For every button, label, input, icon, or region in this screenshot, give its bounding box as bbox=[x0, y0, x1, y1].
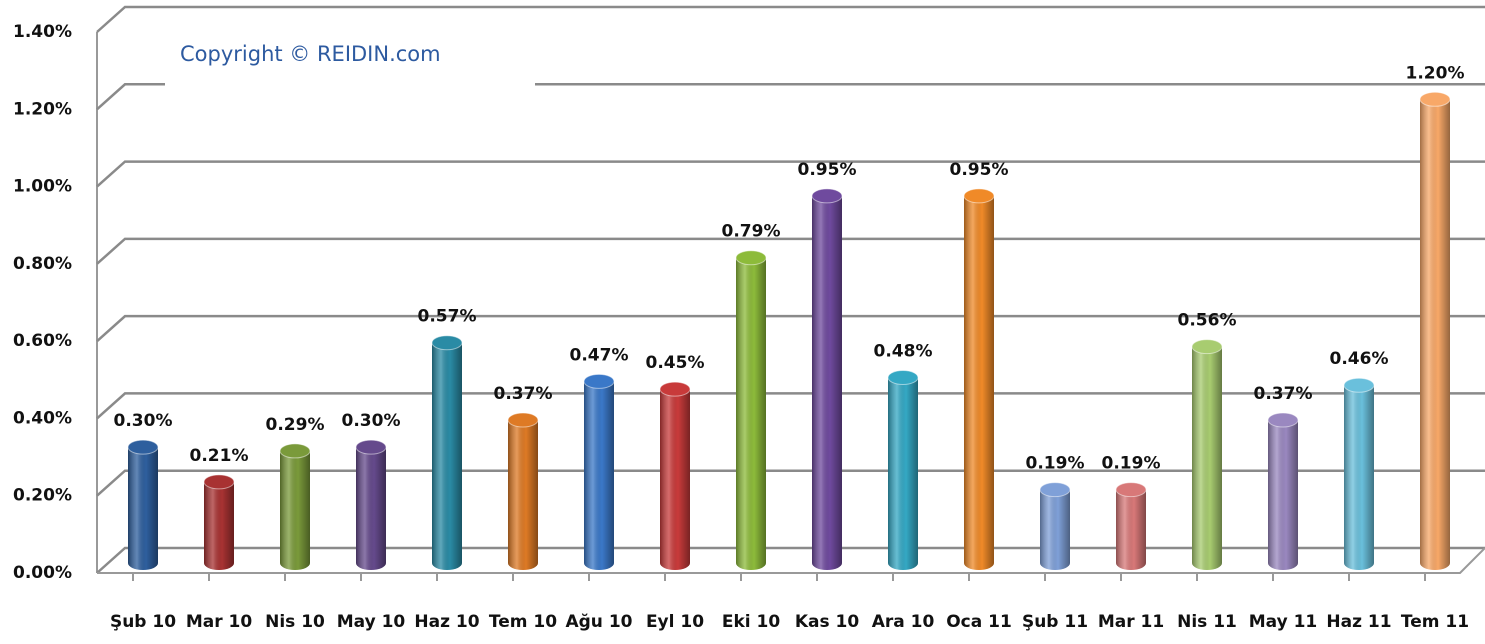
data-label: 0.95% bbox=[798, 160, 857, 180]
bar-cap bbox=[279, 443, 311, 459]
bar-shade bbox=[1268, 420, 1298, 570]
x-tick-label: Mar 11 bbox=[1098, 612, 1164, 632]
x-tick-label: May 11 bbox=[1249, 612, 1318, 632]
data-label: 0.45% bbox=[646, 353, 705, 373]
y-tick-label: 0.00% bbox=[13, 563, 72, 583]
bar-cap bbox=[1419, 91, 1451, 107]
data-label: 0.46% bbox=[1330, 349, 1389, 369]
x-tick-label: Tem 11 bbox=[1401, 612, 1469, 632]
bar-shade bbox=[888, 377, 918, 570]
x-tick-label: Ara 10 bbox=[872, 612, 935, 632]
floor bbox=[97, 547, 1485, 574]
grid-line bbox=[96, 392, 1485, 420]
x-tick-label: Şub 11 bbox=[1022, 612, 1088, 632]
bar-cap bbox=[507, 412, 539, 428]
grid-line bbox=[96, 5, 1485, 33]
grid-line bbox=[96, 160, 1485, 188]
annotation: Copyright © REIDIN.com bbox=[180, 42, 441, 66]
y-tick-label: 1.00% bbox=[13, 177, 72, 197]
grid-line bbox=[96, 237, 1485, 265]
x-tick-label: Haz 10 bbox=[414, 612, 479, 632]
x-tick-label: Eyl 10 bbox=[646, 612, 704, 632]
bar-shade bbox=[432, 342, 462, 570]
bar-cap bbox=[203, 474, 235, 490]
data-label: 0.47% bbox=[570, 345, 629, 365]
data-label: 0.48% bbox=[874, 342, 933, 362]
grid-line bbox=[96, 546, 1485, 574]
data-label: 0.95% bbox=[950, 160, 1009, 180]
bar-shade bbox=[1116, 489, 1146, 570]
bar-cap bbox=[1343, 377, 1375, 393]
x-tick-label: Oca 11 bbox=[946, 612, 1012, 632]
bar-cap bbox=[355, 439, 387, 455]
x-tick-label: Mar 10 bbox=[186, 612, 253, 632]
x-tick-label: May 10 bbox=[337, 612, 406, 632]
bar-cap bbox=[963, 188, 995, 204]
bar-cap bbox=[887, 370, 919, 386]
bar-shade bbox=[128, 447, 158, 570]
bar-cap bbox=[659, 381, 691, 397]
data-label: 0.79% bbox=[722, 222, 781, 242]
bar-cap bbox=[583, 373, 615, 389]
data-label: 0.57% bbox=[418, 307, 477, 327]
bar-shade bbox=[812, 195, 842, 570]
bar-cap bbox=[735, 250, 767, 266]
grid-line bbox=[96, 83, 1485, 111]
bar-cap bbox=[1191, 339, 1223, 355]
x-tick-label: Nis 10 bbox=[265, 612, 325, 632]
x-tick-label: Haz 11 bbox=[1326, 612, 1391, 632]
data-label: 0.30% bbox=[342, 411, 401, 431]
bar-cap bbox=[811, 188, 843, 204]
data-label: 0.21% bbox=[190, 446, 249, 466]
data-label: 0.37% bbox=[494, 384, 553, 404]
data-label: 1.20% bbox=[1406, 63, 1465, 83]
bar-shade bbox=[584, 381, 614, 570]
y-tick-label: 1.20% bbox=[13, 99, 72, 119]
x-tick-label: Ağu 10 bbox=[565, 612, 632, 632]
data-label: 0.19% bbox=[1026, 454, 1085, 474]
grid-line bbox=[96, 314, 1485, 343]
bar-cap bbox=[1039, 482, 1071, 498]
data-label: 0.19% bbox=[1102, 454, 1161, 474]
x-tick-label: Nis 11 bbox=[1177, 612, 1237, 632]
bar-shade bbox=[1344, 385, 1374, 570]
data-label: 0.30% bbox=[114, 411, 173, 431]
bar-cap bbox=[127, 439, 159, 455]
y-tick-label: 1.40% bbox=[13, 22, 72, 42]
y-tick-label: 0.60% bbox=[13, 331, 72, 351]
bar-shade bbox=[1192, 346, 1222, 570]
bar-cap bbox=[1267, 412, 1299, 428]
data-label: 0.37% bbox=[1254, 384, 1313, 404]
bar-shade bbox=[1040, 489, 1070, 570]
data-label: 0.56% bbox=[1178, 311, 1237, 331]
bar-shade bbox=[280, 450, 310, 570]
y-tick-label: 0.40% bbox=[13, 408, 72, 428]
bar-shade bbox=[736, 257, 766, 570]
bar-shade bbox=[204, 481, 234, 570]
y-tick-label: 0.20% bbox=[13, 486, 72, 506]
x-tick-label: Tem 10 bbox=[489, 612, 557, 632]
x-tick-label: Eki 10 bbox=[722, 612, 780, 632]
bar-shade bbox=[356, 447, 386, 570]
x-tick-label: Şub 10 bbox=[110, 612, 176, 632]
bar-shade bbox=[964, 195, 994, 570]
data-label: 0.29% bbox=[266, 415, 325, 435]
bar-cap bbox=[1115, 482, 1147, 498]
bar-shade bbox=[660, 389, 690, 570]
annotation-box bbox=[165, 22, 535, 88]
bar-shade bbox=[508, 420, 538, 570]
grid-line bbox=[96, 469, 1485, 497]
x-tick-label: Kas 10 bbox=[795, 612, 860, 632]
bar-shade bbox=[1420, 99, 1450, 571]
y-tick-label: 0.80% bbox=[13, 254, 72, 274]
bar-cap bbox=[431, 335, 463, 351]
